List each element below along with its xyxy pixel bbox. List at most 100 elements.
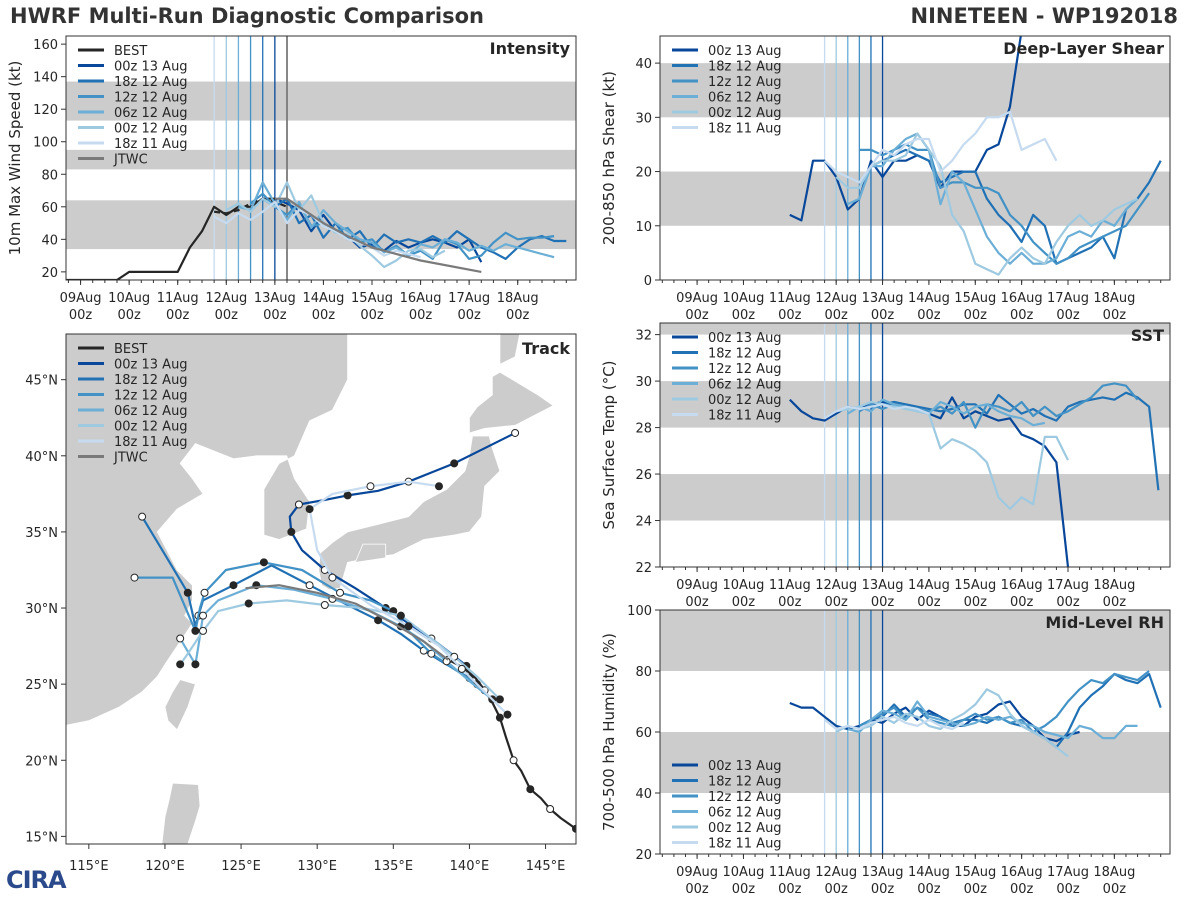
shear-xtick-label: 00z: [1103, 308, 1127, 323]
sst-series-18z-11-aug: [824, 403, 930, 420]
track-legend-label: 12z 12 Aug: [114, 389, 188, 404]
shear-ylabel: 200-850 hPa Shear (kt): [600, 71, 618, 245]
shear-xtick-label: 10Aug: [722, 291, 764, 306]
track-point: [366, 482, 375, 491]
intensity-legend-label: 18z 11 Aug: [114, 137, 188, 152]
intensity-ytick-label: 140: [33, 71, 58, 86]
intensity-legend-label: 00z 13 Aug: [114, 60, 188, 75]
chart-sst: 22 24 26 28 30 32 09Aug 00z 10Aug 00z 11Aug 00z 12Au…: [600, 322, 1171, 610]
shear-xtick-label: 00z: [1010, 308, 1034, 323]
shear-plot-area: [660, 36, 1170, 280]
intensity-xtick-label: 16Aug: [400, 291, 442, 306]
rh-xtick-label: 18Aug: [1093, 865, 1135, 880]
track-point: [495, 695, 504, 704]
sst-band-0: [660, 474, 1170, 521]
sst-series-06z-12-aug: [847, 398, 1046, 427]
track-map-area: [66, 334, 576, 844]
track-legend-label: 18z 12 Aug: [114, 373, 188, 388]
track-point: [374, 616, 383, 625]
intensity-plot-area: [66, 36, 576, 280]
intensity-xtick-label: 00z: [166, 308, 190, 323]
track-18z-12-aug: [141, 516, 470, 680]
sst-ytick-label: 30: [635, 375, 652, 390]
intensity-xtick-label: 11Aug: [157, 291, 199, 306]
cira-logo: CIRA: [6, 866, 67, 894]
track-point: [457, 664, 466, 673]
track-point: [396, 611, 405, 620]
sst-xtick-label: 09Aug: [676, 578, 718, 593]
intensity-legend-label: 12z 12 Aug: [114, 91, 188, 106]
land-sakhalin: [499, 334, 521, 366]
shear-ytick-label: 0: [644, 274, 652, 289]
track-point: [343, 491, 352, 500]
rh-legend-label: 12z 12 Aug: [708, 790, 782, 805]
intensity-ytick-label: 60: [41, 201, 58, 216]
track-legend-label: 06z 12 Aug: [114, 404, 188, 419]
track-point: [199, 626, 208, 635]
sst-series-00z-13-aug: [789, 396, 1070, 567]
shear-legend-label: 18z 11 Aug: [708, 122, 782, 137]
intensity-xtick-label: 13Aug: [254, 291, 296, 306]
intensity-xtick-label: 12Aug: [205, 291, 247, 306]
sst-xtick-label: 00z: [871, 595, 895, 610]
track-point: [495, 713, 504, 722]
intensity-xtick-label: 00z: [263, 308, 287, 323]
sst-series-00z-12-aug: [835, 400, 1069, 510]
shear-ytick-label: 40: [635, 57, 652, 72]
chart-rh: 20 40 60 80 100 09Aug 00z 10Aug 00z 11Aug 00z 12Aug…: [600, 604, 1171, 897]
rh-ylabel: 700-500 hPa Humidity (%): [600, 633, 618, 831]
rh-xtick-label: 00z: [1056, 882, 1080, 897]
track-legend-label: 18z 11 Aug: [114, 435, 188, 450]
sst-xtick-label: 12Aug: [815, 578, 857, 593]
land-japan-hokkaido: [468, 371, 554, 434]
track-point: [176, 660, 185, 669]
sst-legend-label: 00z 12 Aug: [708, 393, 782, 408]
track-point: [183, 588, 192, 597]
intensity-ytick-label: 20: [41, 266, 58, 281]
shear-xtick-label: 11Aug: [769, 291, 811, 306]
land-shikoku: [354, 543, 387, 563]
track-point: [138, 512, 147, 521]
sst-legend-label: 00z 13 Aug: [708, 331, 782, 346]
rh-legend-label: 00z 13 Aug: [708, 759, 782, 774]
sst-band-2: [660, 323, 1170, 335]
track-xtick-label: 130°E: [297, 859, 337, 874]
track-point: [526, 785, 535, 794]
shear-panel-title: Deep-Layer Shear: [1003, 39, 1164, 58]
track-point: [229, 581, 238, 590]
shear-xtick-label: 18Aug: [1093, 291, 1135, 306]
sst-band-1: [660, 381, 1170, 428]
rh-xtick-label: 00z: [1010, 882, 1034, 897]
intensity-legend-label: BEST: [114, 44, 147, 59]
sst-plot-area: [660, 323, 1170, 567]
intensity-xtick-label: 09Aug: [60, 291, 102, 306]
cira-logo-text: CIRA: [6, 866, 67, 894]
chart-intensity: 20 40 60 80 100 120 140 160 09Aug 00z 10Aug 00z 11Au…: [6, 35, 577, 323]
chart-track: 115°E 120°E 125°E 130°E 135°E 140°E 145°E 15°N 2…: [25, 333, 577, 874]
rh-series-18z-11-aug: [823, 715, 965, 731]
shear-xtick-label: 12Aug: [815, 291, 857, 306]
rh-xtick-label: 13Aug: [862, 865, 904, 880]
rh-panel-title: Mid-Level RH: [1045, 613, 1164, 632]
rh-legend-label: 06z 12 Aug: [708, 806, 782, 821]
intensity-series-18z-11-aug: [213, 200, 421, 259]
rh-band-1: [660, 610, 1170, 671]
shear-series-00z-12-aug: [835, 132, 1138, 276]
shear-legend-label: 00z 12 Aug: [708, 106, 782, 121]
track-12z-12-aug: [134, 561, 478, 686]
rh-xtick-label: 00z: [917, 882, 941, 897]
intensity-band-1: [66, 149, 576, 170]
shear-xtick-label: 00z: [1056, 308, 1080, 323]
sst-xtick-label: 00z: [1056, 595, 1080, 610]
sst-xtick-label: 00z: [917, 595, 941, 610]
rh-legend-label: 18z 11 Aug: [708, 837, 782, 852]
sst-xtick-label: 16Aug: [1001, 578, 1043, 593]
sst-ytick-label: 24: [635, 515, 652, 530]
rh-xtick-label: 00z: [824, 882, 848, 897]
track-point: [509, 756, 518, 765]
rh-xtick-label: 00z: [871, 882, 895, 897]
sst-xtick-label: 00z: [732, 595, 756, 610]
shear-xtick-label: 00z: [964, 308, 988, 323]
land-asia-mainland: [66, 334, 349, 726]
track-xtick-label: 125°E: [221, 859, 261, 874]
